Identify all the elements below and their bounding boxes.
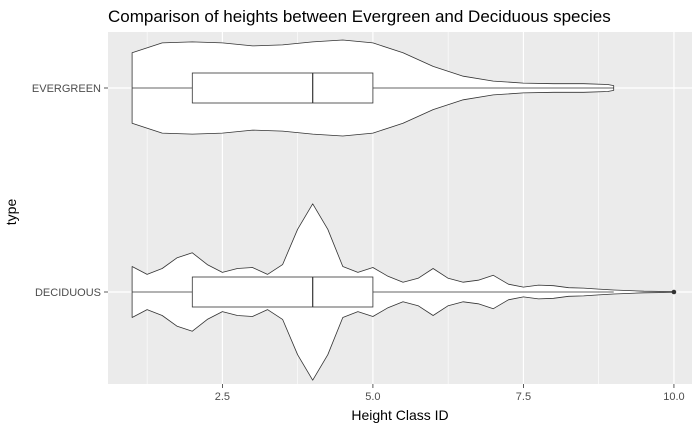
outlier-point — [671, 289, 677, 295]
chart-marks — [131, 39, 677, 381]
x-tick-label: 7.5 — [516, 391, 531, 403]
y-tick-label: DECIDUOUS — [35, 287, 101, 299]
y-tick-label: EVERGREEN — [32, 83, 101, 95]
x-axis-title: Height Class ID — [351, 407, 448, 423]
axes: 2.5 5.0 7.5 10.0 EVERGREEN DECIDUOUS — [32, 83, 685, 403]
x-tick-label: 2.5 — [215, 391, 230, 403]
box-evergreen — [191, 72, 374, 104]
y-axis-title: type — [3, 199, 19, 226]
chart-title: Comparison of heights between Evergreen … — [108, 7, 611, 26]
x-tick-label: 5.0 — [365, 391, 380, 403]
x-tick-label: 10.0 — [663, 391, 684, 403]
box-deciduous — [191, 276, 374, 308]
